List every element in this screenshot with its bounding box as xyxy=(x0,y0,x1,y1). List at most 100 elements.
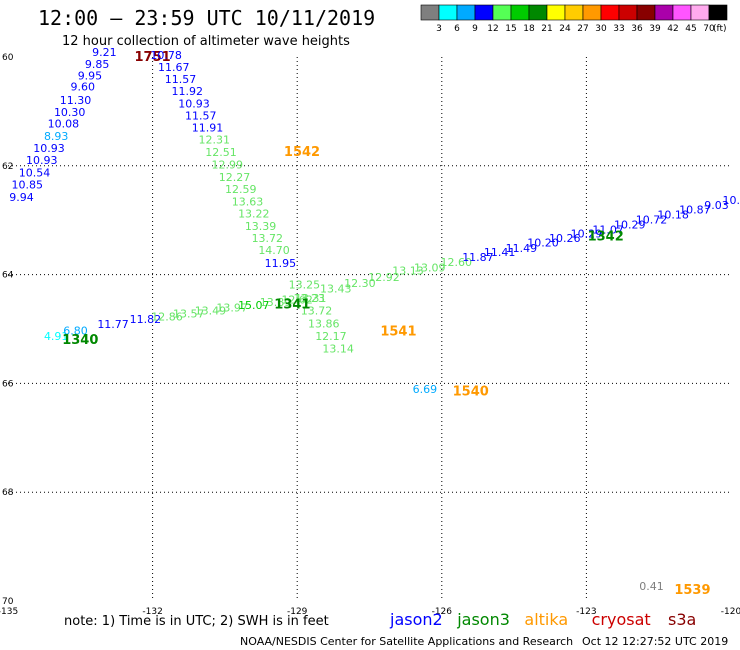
swh-value: 11.91 xyxy=(192,122,224,135)
colorbar-swatch xyxy=(420,4,440,21)
swh-value: 13.49 xyxy=(195,304,227,317)
colorbar-label: 3 xyxy=(436,24,442,34)
track-1342: 11.8711.4111.4910.2010.2610.2911.0710.29… xyxy=(462,194,740,264)
pass-time-label: 1539 xyxy=(674,583,710,598)
swh-value: 11.82 xyxy=(130,313,162,326)
colorbar-swatch xyxy=(600,4,620,21)
swh-value: 12.17 xyxy=(315,330,347,343)
colorbar-swatch xyxy=(690,4,710,21)
swh-value: 13.23 xyxy=(294,292,326,305)
swh-value: 10.85 xyxy=(12,179,44,192)
pass-time-label: 1542 xyxy=(284,145,320,160)
swh-value: 13.25 xyxy=(289,279,321,292)
swh-value: 10.30 xyxy=(54,106,86,119)
swh-value: 10.18 xyxy=(657,209,689,222)
swh-value: 13.89 xyxy=(260,296,292,309)
satellite-jason3: jason3 xyxy=(456,610,510,629)
footer-timestamp: Oct 12 12:27:52 UTC 2019 xyxy=(582,635,728,648)
colorbar-label: 70 xyxy=(703,24,715,34)
swh-value: 12.30 xyxy=(344,277,376,290)
swh-value: 9.95 xyxy=(78,69,103,82)
x-tick-label: -123 xyxy=(576,607,596,617)
colorbar-swatch xyxy=(672,4,692,21)
swh-value: 15.07 xyxy=(238,299,270,312)
pass-time-label: 1541 xyxy=(380,325,416,340)
colorbar-label: 42 xyxy=(667,24,678,34)
axis-ticks: -135 -132 -129 -126 -123 -120 60 62 64 66 68 70 xyxy=(0,53,740,617)
colorbar-swatch xyxy=(492,4,512,21)
swh-value: 9.21 xyxy=(92,46,117,59)
colorbar-swatch xyxy=(618,4,638,21)
swh-value: 13.63 xyxy=(232,196,264,209)
chart-subtitle: 12 hour collection of altimeter wave hei… xyxy=(62,34,350,49)
x-tick-label: -129 xyxy=(287,607,308,617)
y-tick-label: 70 xyxy=(2,597,14,607)
swh-value: 10.93 xyxy=(33,142,65,155)
x-tick-label: -132 xyxy=(142,607,162,617)
track-1542: 10.7811.6711.5711.9210.9311.5711.9112.31… xyxy=(150,49,320,270)
swh-value: 10.93 xyxy=(26,154,58,167)
swh-value: 12.59 xyxy=(225,183,257,196)
swh-value: 10.20 xyxy=(527,236,559,249)
colorbar-swatch xyxy=(564,4,584,21)
swh-value: 13.31 xyxy=(295,292,327,305)
swh-value: 10.29 xyxy=(571,228,603,241)
swh-value: 12.27 xyxy=(219,171,251,184)
swh-value: 11.30 xyxy=(60,94,92,107)
y-tick-label: 60 xyxy=(2,53,14,63)
swh-value: 11.77 xyxy=(97,318,129,331)
colorbar-label: 6 xyxy=(454,24,460,34)
satellite-s3a: s3a xyxy=(668,610,696,629)
pass-time-label: 1340 xyxy=(62,333,98,348)
swh-value: 10.58 xyxy=(722,194,740,207)
colorbar-label: 24 xyxy=(559,24,571,34)
colorbar-label: 18 xyxy=(523,24,535,34)
swh-value: 13.14 xyxy=(322,342,354,355)
swh-value: 10.29 xyxy=(614,218,646,231)
colorbar-label: 15 xyxy=(505,24,516,34)
colorbar-swatch xyxy=(546,4,566,21)
chart-title: 12:00 – 23:59 UTC 10/11/2019 xyxy=(38,6,375,30)
swh-value: 12.62 xyxy=(281,293,313,306)
footer: note: 1) Time is in UTC; 2) SWH is in fe… xyxy=(64,610,728,648)
swh-value: 8.93 xyxy=(44,130,69,143)
y-tick-label: 66 xyxy=(2,379,14,389)
colorbar-label: 30 xyxy=(595,24,607,34)
y-tick-label: 68 xyxy=(2,488,14,498)
swh-value: 9.85 xyxy=(85,58,110,71)
swh-value: 10.87 xyxy=(679,204,711,217)
x-tick-label: -120 xyxy=(721,607,740,617)
header: 12:00 – 23:59 UTC 10/11/2019 12 hour col… xyxy=(38,6,375,49)
satellite-jason2: jason2 xyxy=(389,610,443,629)
grid xyxy=(8,57,731,601)
colorbar-label: 45 xyxy=(685,24,696,34)
colorbar-label: 27 xyxy=(577,24,588,34)
x-tick-label: -135 xyxy=(0,607,18,617)
pass-time-label: 1540 xyxy=(453,385,489,400)
y-tick-label: 64 xyxy=(2,271,14,281)
colorbar-label: 39 xyxy=(649,24,661,34)
swh-value: 11.92 xyxy=(172,85,204,98)
swh-value: 12.86 xyxy=(151,310,183,323)
swh-value: 10.54 xyxy=(19,167,51,180)
swh-value: 4.91 xyxy=(44,330,69,343)
swh-value: 13.39 xyxy=(245,220,277,233)
swh-value: 13.97 xyxy=(216,302,248,315)
swh-value: 13.09 xyxy=(414,261,446,274)
swh-value: 9.60 xyxy=(70,81,95,94)
colorbar-label: 9 xyxy=(472,24,478,34)
colorbar-unit: (ft) xyxy=(713,24,727,34)
swh-value: 11.67 xyxy=(158,61,190,74)
satellite-altika: altika xyxy=(524,610,568,629)
colorbar-label: 33 xyxy=(613,24,624,34)
swh-value: 11.57 xyxy=(165,73,197,86)
swh-value: 14.70 xyxy=(258,244,290,257)
colorbar-label: 12 xyxy=(487,24,498,34)
swh-value: 12.99 xyxy=(212,159,244,172)
swh-value: 11.49 xyxy=(506,242,538,255)
swh-value: 10.26 xyxy=(549,232,581,245)
satellite-legend: jason2 jason3 altika cryosat s3a xyxy=(389,610,696,629)
swh-value: 10.93 xyxy=(178,98,210,111)
swh-value: 11.41 xyxy=(484,246,516,259)
